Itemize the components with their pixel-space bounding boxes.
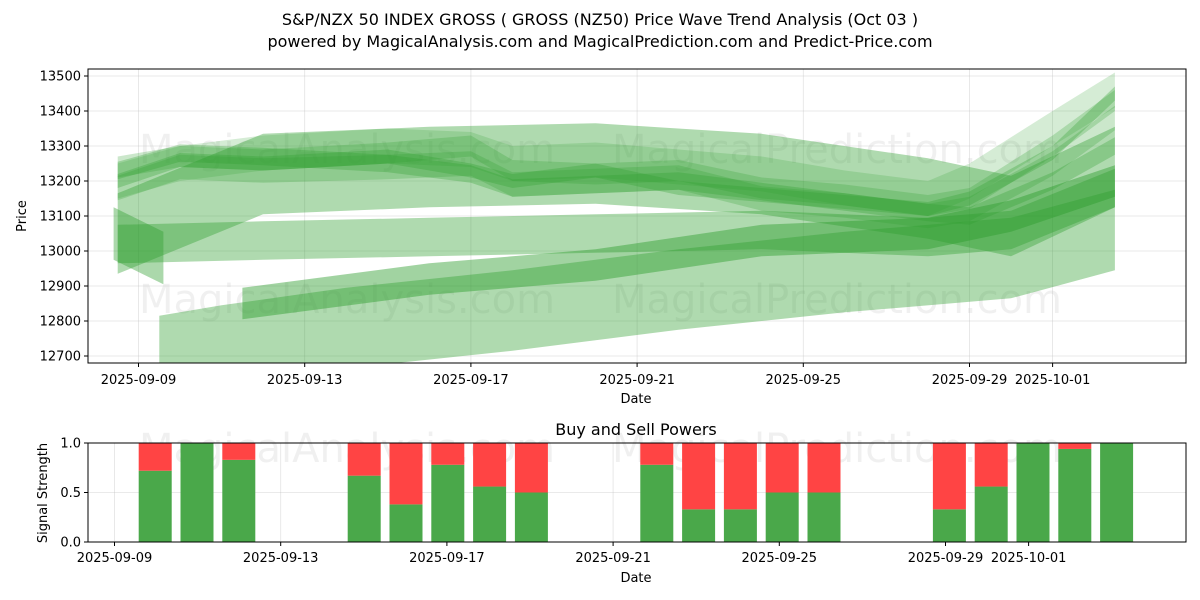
buy-bar [640, 464, 674, 542]
buy-sell-title: Buy and Sell Powers [555, 420, 717, 439]
sell-bar [932, 443, 966, 510]
sell-bar [389, 443, 423, 505]
buy-bar [138, 470, 172, 542]
sell-bar [431, 443, 465, 465]
buy-sell-xtick-label: 2025-10-01 [991, 551, 1067, 566]
sell-bar [807, 443, 841, 493]
price-wave-band-6 [117, 123, 1115, 274]
buy-bar [347, 475, 381, 542]
price-wave-band-2 [117, 90, 1115, 216]
sell-bar [138, 443, 172, 471]
price-y-label: Price [15, 200, 30, 232]
buy-sell-ytick-label: 0.0 [60, 536, 81, 551]
sell-bar [765, 443, 799, 493]
buy-sell-panel: Buy and Sell Powers MagicalAnalysis.com … [36, 420, 1187, 586]
watermark-analysis-top: MagicalAnalysis.com [139, 127, 555, 173]
watermark-analysis-mid: MagicalAnalysis.com [139, 277, 555, 323]
buy-bar [222, 459, 256, 542]
price-ytick-label: 13100 [40, 210, 81, 225]
price-xtick-label: 2025-09-17 [433, 373, 509, 388]
buy-sell-xtick-label: 2025-09-29 [908, 551, 984, 566]
buy-sell-xtick-label: 2025-09-17 [409, 551, 485, 566]
price-wave-band-8 [242, 165, 1115, 320]
price-wave-band-7 [117, 168, 1115, 264]
price-xtick-label: 2025-09-29 [932, 373, 1008, 388]
buy-bar [389, 504, 423, 542]
buy-sell-ytick-label: 0.5 [60, 486, 81, 501]
price-xtick-label: 2025-09-25 [766, 373, 842, 388]
price-y-ticks: 12700 12800 12900 13000 13100 13200 13300 13400… [40, 70, 88, 365]
price-x-label: Date [620, 392, 651, 407]
buy-sell-y-ticks: 0.0 0.5 1.0 [60, 437, 88, 551]
buy-bar [514, 492, 548, 542]
price-wave-bands [113, 72, 1115, 363]
price-xtick-label: 2025-09-21 [599, 373, 675, 388]
buy-bar [765, 492, 799, 542]
buy-bar [1058, 448, 1092, 542]
buy-bar [807, 492, 841, 542]
price-xtick-label: 2025-09-13 [267, 373, 343, 388]
buy-sell-x-ticks: 2025-09-09 2025-09-13 2025-09-17 2025-09-21… [77, 542, 1067, 566]
sell-bar [682, 443, 716, 510]
sell-bar [347, 443, 381, 476]
price-wave-band-10 [113, 207, 164, 285]
buy-sell-xtick-label: 2025-09-13 [243, 551, 319, 566]
sell-bar [723, 443, 757, 510]
buy-bar [1016, 443, 1050, 542]
price-ytick-label: 12700 [40, 350, 81, 365]
buy-bar [723, 509, 757, 542]
buy-sell-bars [138, 443, 1134, 542]
buy-bar [932, 509, 966, 542]
sell-bar [640, 443, 674, 465]
buy-bar [682, 509, 716, 542]
sell-bar [222, 443, 256, 460]
chart-subtitle: powered by MagicalAnalysis.com and Magic… [267, 32, 932, 51]
price-xtick-label: 2025-10-01 [1015, 373, 1091, 388]
buy-bar [431, 464, 465, 542]
price-x-ticks: 2025-09-09 2025-09-13 2025-09-17 2025-09-21… [101, 363, 1091, 388]
price-ytick-label: 12900 [40, 280, 81, 295]
buy-bar [180, 443, 214, 542]
price-ytick-label: 13300 [40, 140, 81, 155]
price-wave-band-5 [117, 137, 1115, 225]
buy-sell-x-label: Date [620, 571, 651, 586]
chart-title: S&P/NZX 50 INDEX GROSS ( GROSS (NZ50) Pr… [282, 10, 918, 29]
watermark-prediction-mid: MagicalPrediction.com [612, 277, 1062, 323]
sell-bar [1058, 443, 1092, 449]
price-ytick-label: 13500 [40, 70, 81, 85]
buy-sell-xtick-label: 2025-09-25 [742, 551, 818, 566]
buy-bar [1100, 443, 1134, 542]
price-ytick-label: 13200 [40, 175, 81, 190]
buy-sell-y-label: Signal Strength [36, 443, 51, 543]
buy-sell-ytick-label: 1.0 [60, 437, 81, 452]
price-xtick-label: 2025-09-09 [101, 373, 177, 388]
buy-bar [974, 486, 1008, 542]
price-ytick-label: 13000 [40, 245, 81, 260]
buy-sell-xtick-label: 2025-09-21 [575, 551, 651, 566]
sell-bar [473, 443, 507, 487]
sell-bar [514, 443, 548, 493]
price-panel: MagicalAnalysis.com MagicalPrediction.co… [15, 68, 1187, 407]
buy-sell-xtick-label: 2025-09-09 [77, 551, 153, 566]
price-grid [88, 69, 1186, 363]
price-wave-band-1 [117, 72, 1115, 216]
price-wave-band-9 [159, 189, 1115, 363]
watermark-prediction-top: MagicalPrediction.com [612, 127, 1062, 173]
price-ytick-label: 12800 [40, 315, 81, 330]
price-ytick-label: 13400 [40, 105, 81, 120]
price-wave-band-3 [117, 105, 1115, 229]
buy-bar [473, 486, 507, 542]
sell-bar [974, 443, 1008, 487]
